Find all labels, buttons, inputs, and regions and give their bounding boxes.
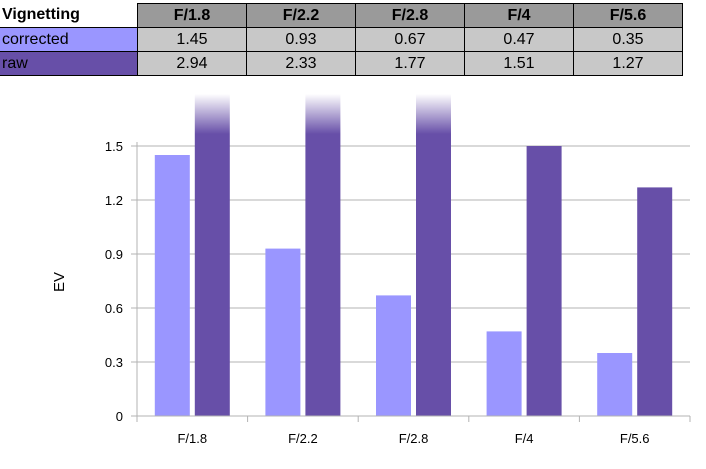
x-tick-label: F/5.6 xyxy=(620,431,650,446)
table-header-row: Vignetting F/1.8 F/2.2 F/2.8 F/4 F/5.6 xyxy=(0,3,683,28)
column-header: F/5.6 xyxy=(573,3,683,28)
bar-raw-overflow xyxy=(194,94,230,134)
y-tick-label: 1.5 xyxy=(105,139,123,154)
table-row-corrected: corrected 1.45 0.93 0.67 0.47 0.35 xyxy=(0,27,683,52)
y-tick-label: 1.2 xyxy=(105,193,123,208)
bar-raw xyxy=(416,134,451,416)
column-header: F/1.8 xyxy=(137,3,247,28)
table-corner-label: Vignetting xyxy=(0,3,138,28)
table-cell: 0.47 xyxy=(464,27,574,52)
y-tick-label: 0.3 xyxy=(105,355,123,370)
tick-labels: 0 0.3 0.6 0.9 1.2 1.5 F/1.8 F/2.2 F/2.8 F/4 F/5.6 xyxy=(105,139,650,446)
table-cell: 1.77 xyxy=(355,51,465,76)
bar-raw xyxy=(526,146,562,416)
table-cell: 1.27 xyxy=(573,51,683,76)
y-tick-label: 0 xyxy=(116,409,123,424)
bar-corrected xyxy=(376,295,411,416)
bar-raw xyxy=(194,134,230,416)
bars xyxy=(154,94,673,416)
table-row-raw: raw 2.94 2.33 1.77 1.51 1.27 xyxy=(0,51,683,76)
table-cell: 0.35 xyxy=(573,27,683,52)
table-cell: 2.33 xyxy=(246,51,356,76)
y-axis-label: EV xyxy=(51,272,68,292)
x-tick-label: F/4 xyxy=(515,431,534,446)
y-tick-label: 0.6 xyxy=(105,301,123,316)
bar-corrected xyxy=(486,331,522,416)
bar-corrected xyxy=(265,248,301,416)
x-tick-label: F/2.2 xyxy=(288,431,318,446)
table-cell: 1.51 xyxy=(464,51,574,76)
column-header: F/2.2 xyxy=(246,3,356,28)
row-label-raw: raw xyxy=(0,51,138,76)
bar-raw-overflow xyxy=(416,94,451,134)
bar-corrected xyxy=(597,353,633,416)
bar-raw-overflow xyxy=(305,94,341,134)
bar-raw xyxy=(637,187,673,416)
y-tick-label: 0.9 xyxy=(105,247,123,262)
bar-corrected xyxy=(154,155,190,416)
x-tick-label: F/2.8 xyxy=(399,431,429,446)
x-tick-label: F/1.8 xyxy=(177,431,207,446)
row-label-corrected: corrected xyxy=(0,27,138,52)
bar-raw xyxy=(305,134,341,416)
table-cell: 1.45 xyxy=(137,27,247,52)
vignetting-table: Vignetting F/1.8 F/2.2 F/2.8 F/4 F/5.6 c… xyxy=(0,3,683,76)
axes xyxy=(131,142,691,422)
